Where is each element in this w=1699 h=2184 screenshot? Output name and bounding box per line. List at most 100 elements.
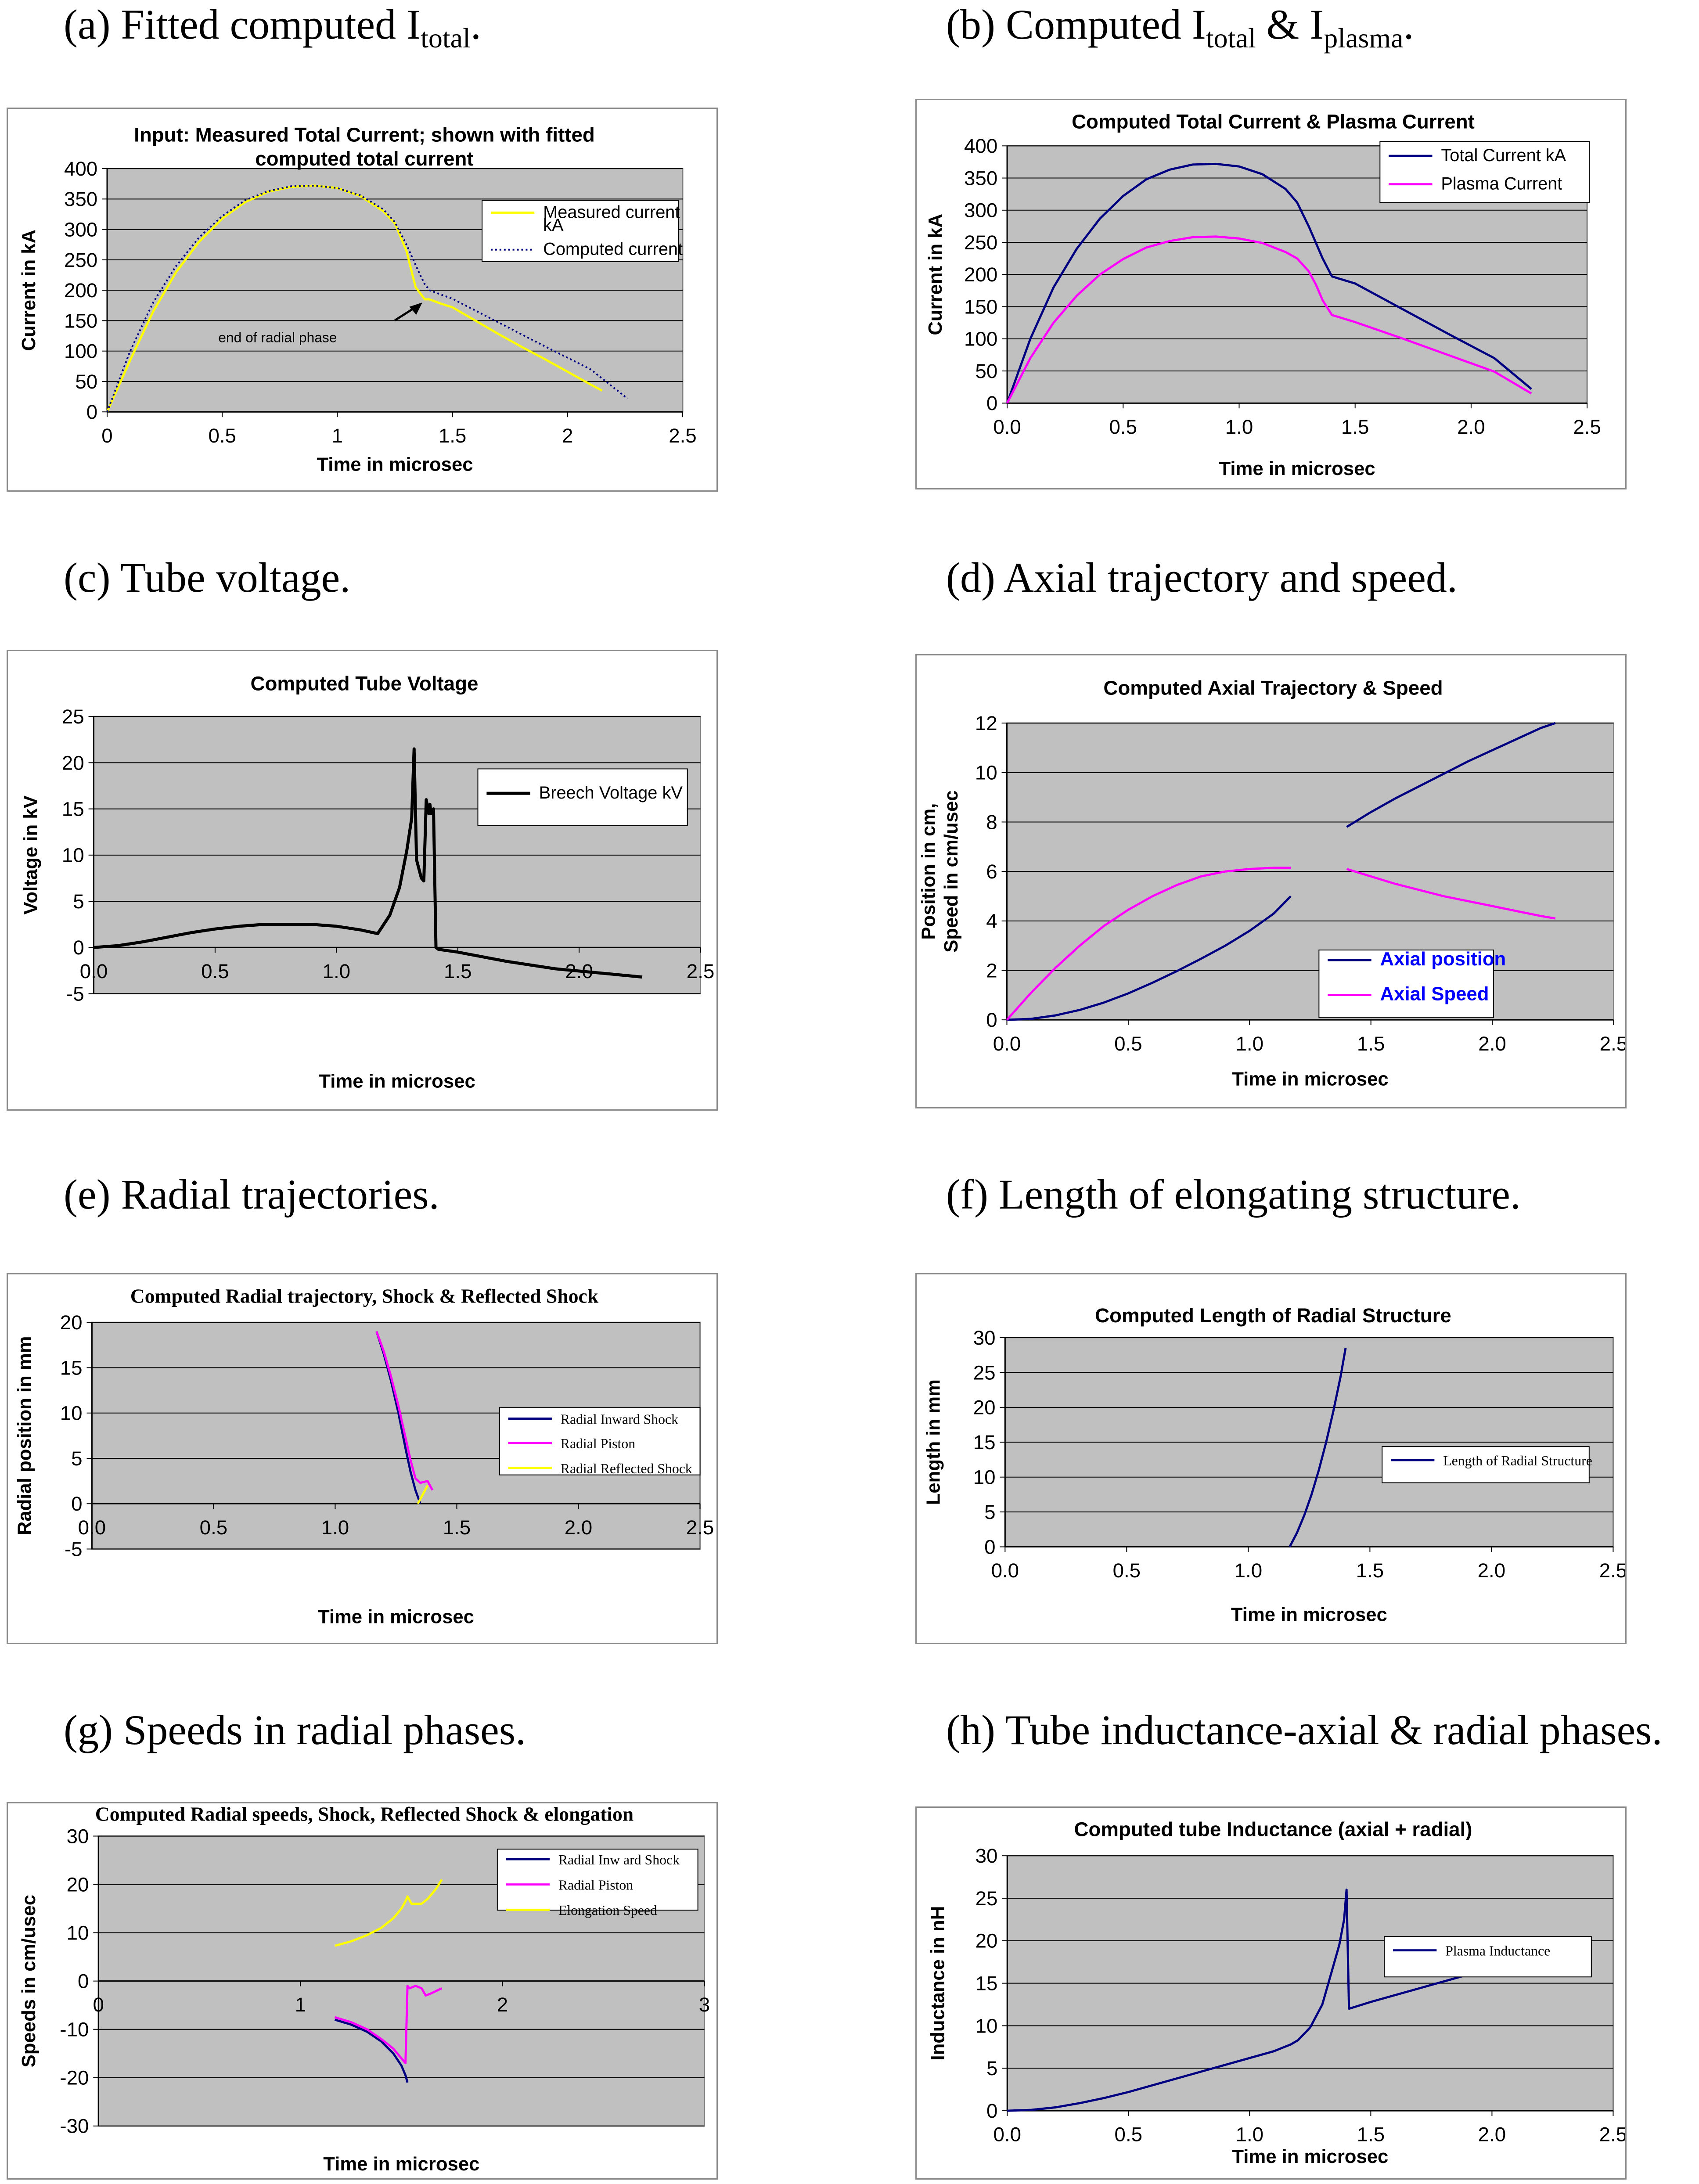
y-tick-label: -30 (60, 2115, 89, 2137)
y-tick-label: 25 (975, 1887, 998, 1910)
y-tick-label: 150 (964, 295, 997, 318)
x-tick-label: 1.5 (1341, 416, 1369, 438)
legend-box (477, 768, 688, 826)
y-tick-label: 350 (964, 167, 997, 189)
legend-label: Axial position (1380, 948, 1506, 970)
chart-f: 0 5 10 15 20 25 30 0.0 0.5 1.0 1.5 2.0 2.5 Computed L… (915, 1273, 1627, 1644)
legend-box (1384, 1936, 1592, 1978)
y-tick-label: 15 (60, 1356, 83, 1379)
caption-h: (h) Tube inductance-axial & radial phase… (946, 1706, 1663, 1753)
legend-box (482, 200, 679, 262)
x-tick-label: 1.0 (1235, 1559, 1262, 1582)
y-tick-label: 30 (973, 1327, 996, 1349)
y-tick-label: 400 (964, 135, 997, 157)
y-tick-label: 50 (75, 371, 97, 393)
legend-label: Total Current kA (1441, 146, 1566, 165)
series-line (1346, 868, 1556, 920)
y-tick-label: 4 (986, 910, 997, 932)
x-tick-label: 2.5 (1573, 416, 1601, 438)
series-line (1006, 162, 1532, 404)
y-tick-label: 30 (67, 1825, 89, 1847)
y-axis-label: Radial position in mm (14, 1336, 35, 1535)
y-tick-label: 0 (984, 1536, 995, 1558)
chart-title: Computed Tube Voltage (250, 672, 478, 694)
x-tick-label: 0.5 (1114, 1033, 1142, 1055)
x-tick-label: 1.0 (1225, 416, 1253, 438)
legend-label: Axial Speed (1380, 983, 1489, 1004)
x-axis-label: Time in microsec (317, 453, 473, 475)
y-tick-label: 0 (73, 936, 84, 959)
y-tick-label: 5 (986, 2057, 997, 2080)
y-tick-label: -5 (66, 982, 84, 1005)
x-tick-label: 0.0 (78, 1516, 106, 1539)
y-tick-label: 25 (973, 1361, 996, 1384)
x-tick-label: 1.5 (439, 425, 467, 447)
y-tick-label: 20 (60, 1311, 83, 1334)
y-tick-label: 100 (64, 340, 97, 363)
legend-label: Elongation Speed (558, 1903, 657, 1918)
y-tick-label: 50 (975, 360, 997, 382)
y-axis-label: Current in kA (18, 230, 40, 351)
series-line (417, 1485, 429, 1504)
legend-box (1382, 1446, 1590, 1483)
chart-b: 0 50 100 150 200 250 300 350 400 0.0 0.5 1.0 1.5 2.0 2… (915, 99, 1627, 489)
x-tick-label: 1.0 (323, 960, 351, 982)
y-tick-label: 0 (986, 1009, 997, 1031)
y-tick-label: 8 (986, 811, 997, 833)
x-tick-label: 1 (332, 425, 343, 447)
x-tick-label: 2.5 (1599, 1559, 1625, 1582)
x-tick-label: 0.0 (80, 960, 108, 982)
x-tick-label: 0.0 (993, 2123, 1021, 2146)
y-tick-label: 20 (67, 1873, 89, 1896)
y-tick-label: 0 (71, 1493, 82, 1515)
x-tick-label: 0.5 (201, 960, 229, 982)
annotation-arrowhead (409, 302, 423, 315)
y-tick-label: 0 (78, 1970, 89, 1993)
y-tick-label: 0 (86, 401, 97, 423)
y-axis-label: Inductance in nH (927, 1906, 948, 2061)
chart-d: 0 2 4 6 8 10 12 0.0 0.5 1.0 1.5 2.0 2.5 Computed Axia… (915, 654, 1627, 1108)
y-tick-label: 400 (64, 158, 97, 180)
chart-title: Computed Radial trajectory, Shock & Refl… (130, 1285, 599, 1307)
y-tick-label: 15 (973, 1431, 996, 1454)
chart-title: Computed Total Current & Plasma Current (1072, 111, 1475, 133)
x-tick-label: 2.0 (1478, 2123, 1506, 2146)
series-line (1006, 867, 1291, 1021)
series-line (1007, 895, 1292, 1021)
y-tick-label: -20 (60, 2067, 89, 2089)
chart-g: -30 -20 -10 0 10 20 30 0 1 2 3 Computed Radial spee… (7, 1802, 718, 2180)
y-tick-label: 25 (62, 705, 84, 728)
x-tick-label: 2.5 (686, 1516, 714, 1539)
caption-e: (e) Radial trajectories. (64, 1171, 439, 1218)
y-axis-label: Current in kA (925, 214, 946, 335)
chart-title: computed total current (255, 148, 473, 170)
legend-label: Radial Piston (558, 1878, 633, 1893)
caption-f: (f) Length of elongating structure. (946, 1171, 1521, 1218)
y-tick-label: 200 (964, 263, 997, 286)
chart-title: Input: Measured Total Current; shown wit… (134, 123, 595, 146)
y-tick-label: 100 (964, 328, 997, 350)
x-tick-label: 2.0 (1457, 416, 1485, 438)
y-tick-label: 300 (964, 199, 997, 222)
x-axis-label: Time in microsec (323, 2153, 479, 2175)
legend-label: Computed current (543, 240, 683, 259)
y-axis-label: Length in mm (922, 1379, 944, 1505)
y-tick-label: 350 (64, 188, 97, 210)
y-tick-label: 6 (986, 860, 997, 883)
annotation: end of radial phase (218, 329, 337, 345)
y-tick-label: -5 (65, 1538, 83, 1560)
y-axis-label: Speeds in cm/usec (18, 1895, 40, 2067)
x-tick-label: 1 (295, 1993, 306, 2016)
y-tick-label: 10 (975, 762, 997, 784)
legend-label: Measured current (543, 202, 680, 222)
x-axis-label: Time in microsec (319, 1070, 475, 1092)
y-tick-label: 15 (62, 798, 84, 820)
x-tick-label: 2.0 (565, 1516, 592, 1539)
x-axis-label: Time in microsec (1219, 458, 1375, 479)
y-tick-label: 12 (975, 712, 997, 734)
x-tick-label: 3 (699, 1993, 710, 2016)
legend-label: Radial Piston (561, 1436, 635, 1451)
series-line (94, 747, 643, 979)
chart-d-svg: 0 2 4 6 8 10 12 0.0 0.5 1.0 1.5 2.0 2.5 Computed Axia… (918, 676, 1625, 1090)
y-tick-label: 20 (975, 1930, 998, 1952)
